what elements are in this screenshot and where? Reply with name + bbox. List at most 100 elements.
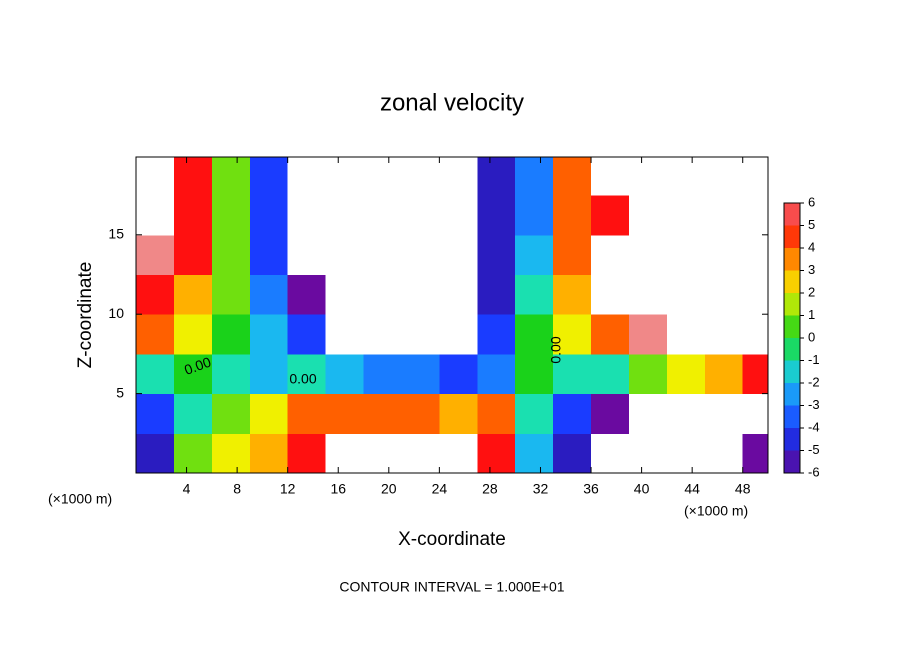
field-cell [666,433,706,473]
colorbar-frame [783,202,801,474]
field-cell [477,314,516,355]
field-cell [136,314,175,355]
colorbar-segment [784,360,800,383]
field-cell [591,195,630,236]
field-cell [325,234,365,276]
chart-title: zonal velocity [380,89,524,116]
field-cell [628,234,668,276]
field-cell [401,157,440,196]
colorbar-tick-label: -6 [808,464,820,479]
field-cell [439,433,478,473]
field-cell [173,274,213,315]
field-cell [515,157,554,196]
colorbar-segment [784,405,800,428]
field-cell [553,433,592,473]
field-cell [704,353,744,395]
field-cell [515,353,554,395]
contour-label: 0.00 [548,336,564,363]
field-cell [363,157,402,196]
field-cell [628,195,668,236]
field-cell [591,393,630,434]
field-cell [363,314,402,355]
field-cell [553,274,592,315]
field-cell [742,157,768,196]
field-cell [591,157,630,196]
x-tick-label: 8 [233,481,241,497]
field-cell [439,274,478,315]
colorbar-segment [784,450,800,473]
plot-frame [135,156,769,474]
field [136,157,768,473]
contour-label: 0.00 [289,371,316,387]
field-cell [287,274,327,315]
field-cell [704,195,744,236]
field-cell [742,314,768,355]
field-cell [553,195,592,236]
field-cell [591,314,630,355]
field-cell [742,353,768,395]
field-cell [591,353,630,395]
field-cell [325,195,365,236]
field-cell [249,157,289,196]
field-cell [742,274,768,315]
field-cell [477,234,516,276]
colorbar-tick-label: 2 [808,284,815,299]
field-cell [401,234,440,276]
field-cell [742,393,768,434]
field-cell [136,157,175,196]
field-cell [249,234,289,276]
field-cell [211,234,251,276]
field-cell [439,314,478,355]
field-cell [742,433,768,473]
field-cell [325,433,365,473]
field-cell [553,314,592,355]
field-cell [173,433,213,473]
x-tick-label: 4 [183,481,191,497]
field-cell [211,353,251,395]
colorbar-tick-label: 6 [808,194,815,209]
field-cell [211,157,251,196]
colorbar-segment [784,270,800,293]
field-cell [249,274,289,315]
colorbar-segment [784,338,800,361]
field-cell [742,195,768,236]
field-cell [325,274,365,315]
field-cell [401,433,440,473]
colorbar-segment [784,225,800,248]
field-cell [553,393,592,434]
colorbar-tick-label: 1 [808,307,815,322]
field-cell [628,157,668,196]
x-tick-label: 36 [583,481,599,497]
field-cell [136,274,175,315]
colorbar-segment [784,315,800,338]
field-cell [363,353,402,395]
field-cell [211,393,251,434]
field-cell [287,314,327,355]
field-cell [666,157,706,196]
field-cell [515,234,554,276]
field-cell [249,433,289,473]
field-cell [591,274,630,315]
x-tick-label: 16 [330,481,346,497]
field-cell [287,433,327,473]
field-cell [363,274,402,315]
field-cell [515,433,554,473]
field-cell [704,314,744,355]
colorbar-segment [784,383,800,406]
field-cell [136,234,175,276]
colorbar-segment [784,428,800,451]
field-cell [173,314,213,355]
x-tick-label: 48 [735,481,751,497]
field-cell [666,393,706,434]
field-cell [401,195,440,236]
field-cell [439,234,478,276]
colorbar-tick-label: 0 [808,329,815,344]
colorbar-segment [784,203,800,226]
field-cell [249,353,289,395]
field-cell [249,195,289,236]
field-cell [401,393,440,434]
field-cell [704,274,744,315]
x-tick-label: 40 [634,481,650,497]
field-cell [211,274,251,315]
